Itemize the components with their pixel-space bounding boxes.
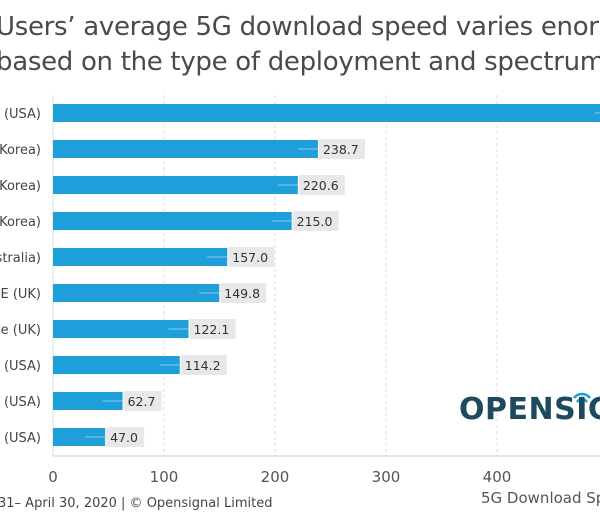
category-label: (USA) xyxy=(4,359,41,374)
x-tick-label: 100 xyxy=(150,468,179,486)
data-label-bg xyxy=(228,247,275,267)
bar xyxy=(53,320,189,338)
data-label: 215.0 xyxy=(297,214,333,229)
bar xyxy=(53,212,292,230)
data-label: 220.6 xyxy=(303,178,339,193)
data-label: 47.0 xyxy=(110,430,138,445)
chart-subtitle: based on the type of deployment and spec… xyxy=(0,47,600,77)
category-label: (USA) xyxy=(4,395,41,410)
data-label: 238.7 xyxy=(323,142,359,157)
data-label-bg xyxy=(298,175,345,195)
data-label: 114.2 xyxy=(185,358,221,373)
category-label: Korea) xyxy=(0,215,41,230)
x-tick-label: 300 xyxy=(372,468,401,486)
category-label: (USA) xyxy=(4,431,41,446)
category-label: Korea) xyxy=(0,143,41,158)
data-label-bg xyxy=(189,319,236,339)
category-label: e (UK) xyxy=(1,323,41,338)
data-label-bg xyxy=(106,427,145,447)
bar xyxy=(53,104,600,122)
x-tick-label: 400 xyxy=(483,468,512,486)
data-label: 62.7 xyxy=(128,394,156,409)
data-label-bg xyxy=(123,391,162,411)
bar xyxy=(53,284,220,302)
chart-title: Users’ average 5G download speed varies … xyxy=(0,12,599,42)
bar xyxy=(53,392,123,410)
data-label: 157.0 xyxy=(232,250,268,265)
data-label: 122.1 xyxy=(194,322,230,337)
data-label: 149.8 xyxy=(224,286,260,301)
opensignal-logo: OPENSIG xyxy=(459,392,600,427)
data-label-bg xyxy=(220,283,267,303)
data-label-bg xyxy=(292,211,339,231)
x-tick-label: 0 xyxy=(48,468,58,486)
category-label: Korea) xyxy=(0,179,41,194)
footer-source: 31– April 30, 2020 | © Opensignal Limite… xyxy=(0,496,273,511)
category-label: (USA) xyxy=(4,107,41,122)
x-axis-label: 5G Download Sp xyxy=(481,489,600,507)
bar xyxy=(53,248,228,266)
bar xyxy=(53,428,106,446)
x-tick-label: 200 xyxy=(261,468,290,486)
bar xyxy=(53,140,318,158)
data-label-bg xyxy=(318,139,365,159)
bar xyxy=(53,176,298,194)
category-label: stralia) xyxy=(0,251,41,266)
data-label-bg xyxy=(180,355,227,375)
bar xyxy=(53,356,180,374)
category-label: E (UK) xyxy=(0,287,41,302)
wifi-icon xyxy=(573,392,591,403)
